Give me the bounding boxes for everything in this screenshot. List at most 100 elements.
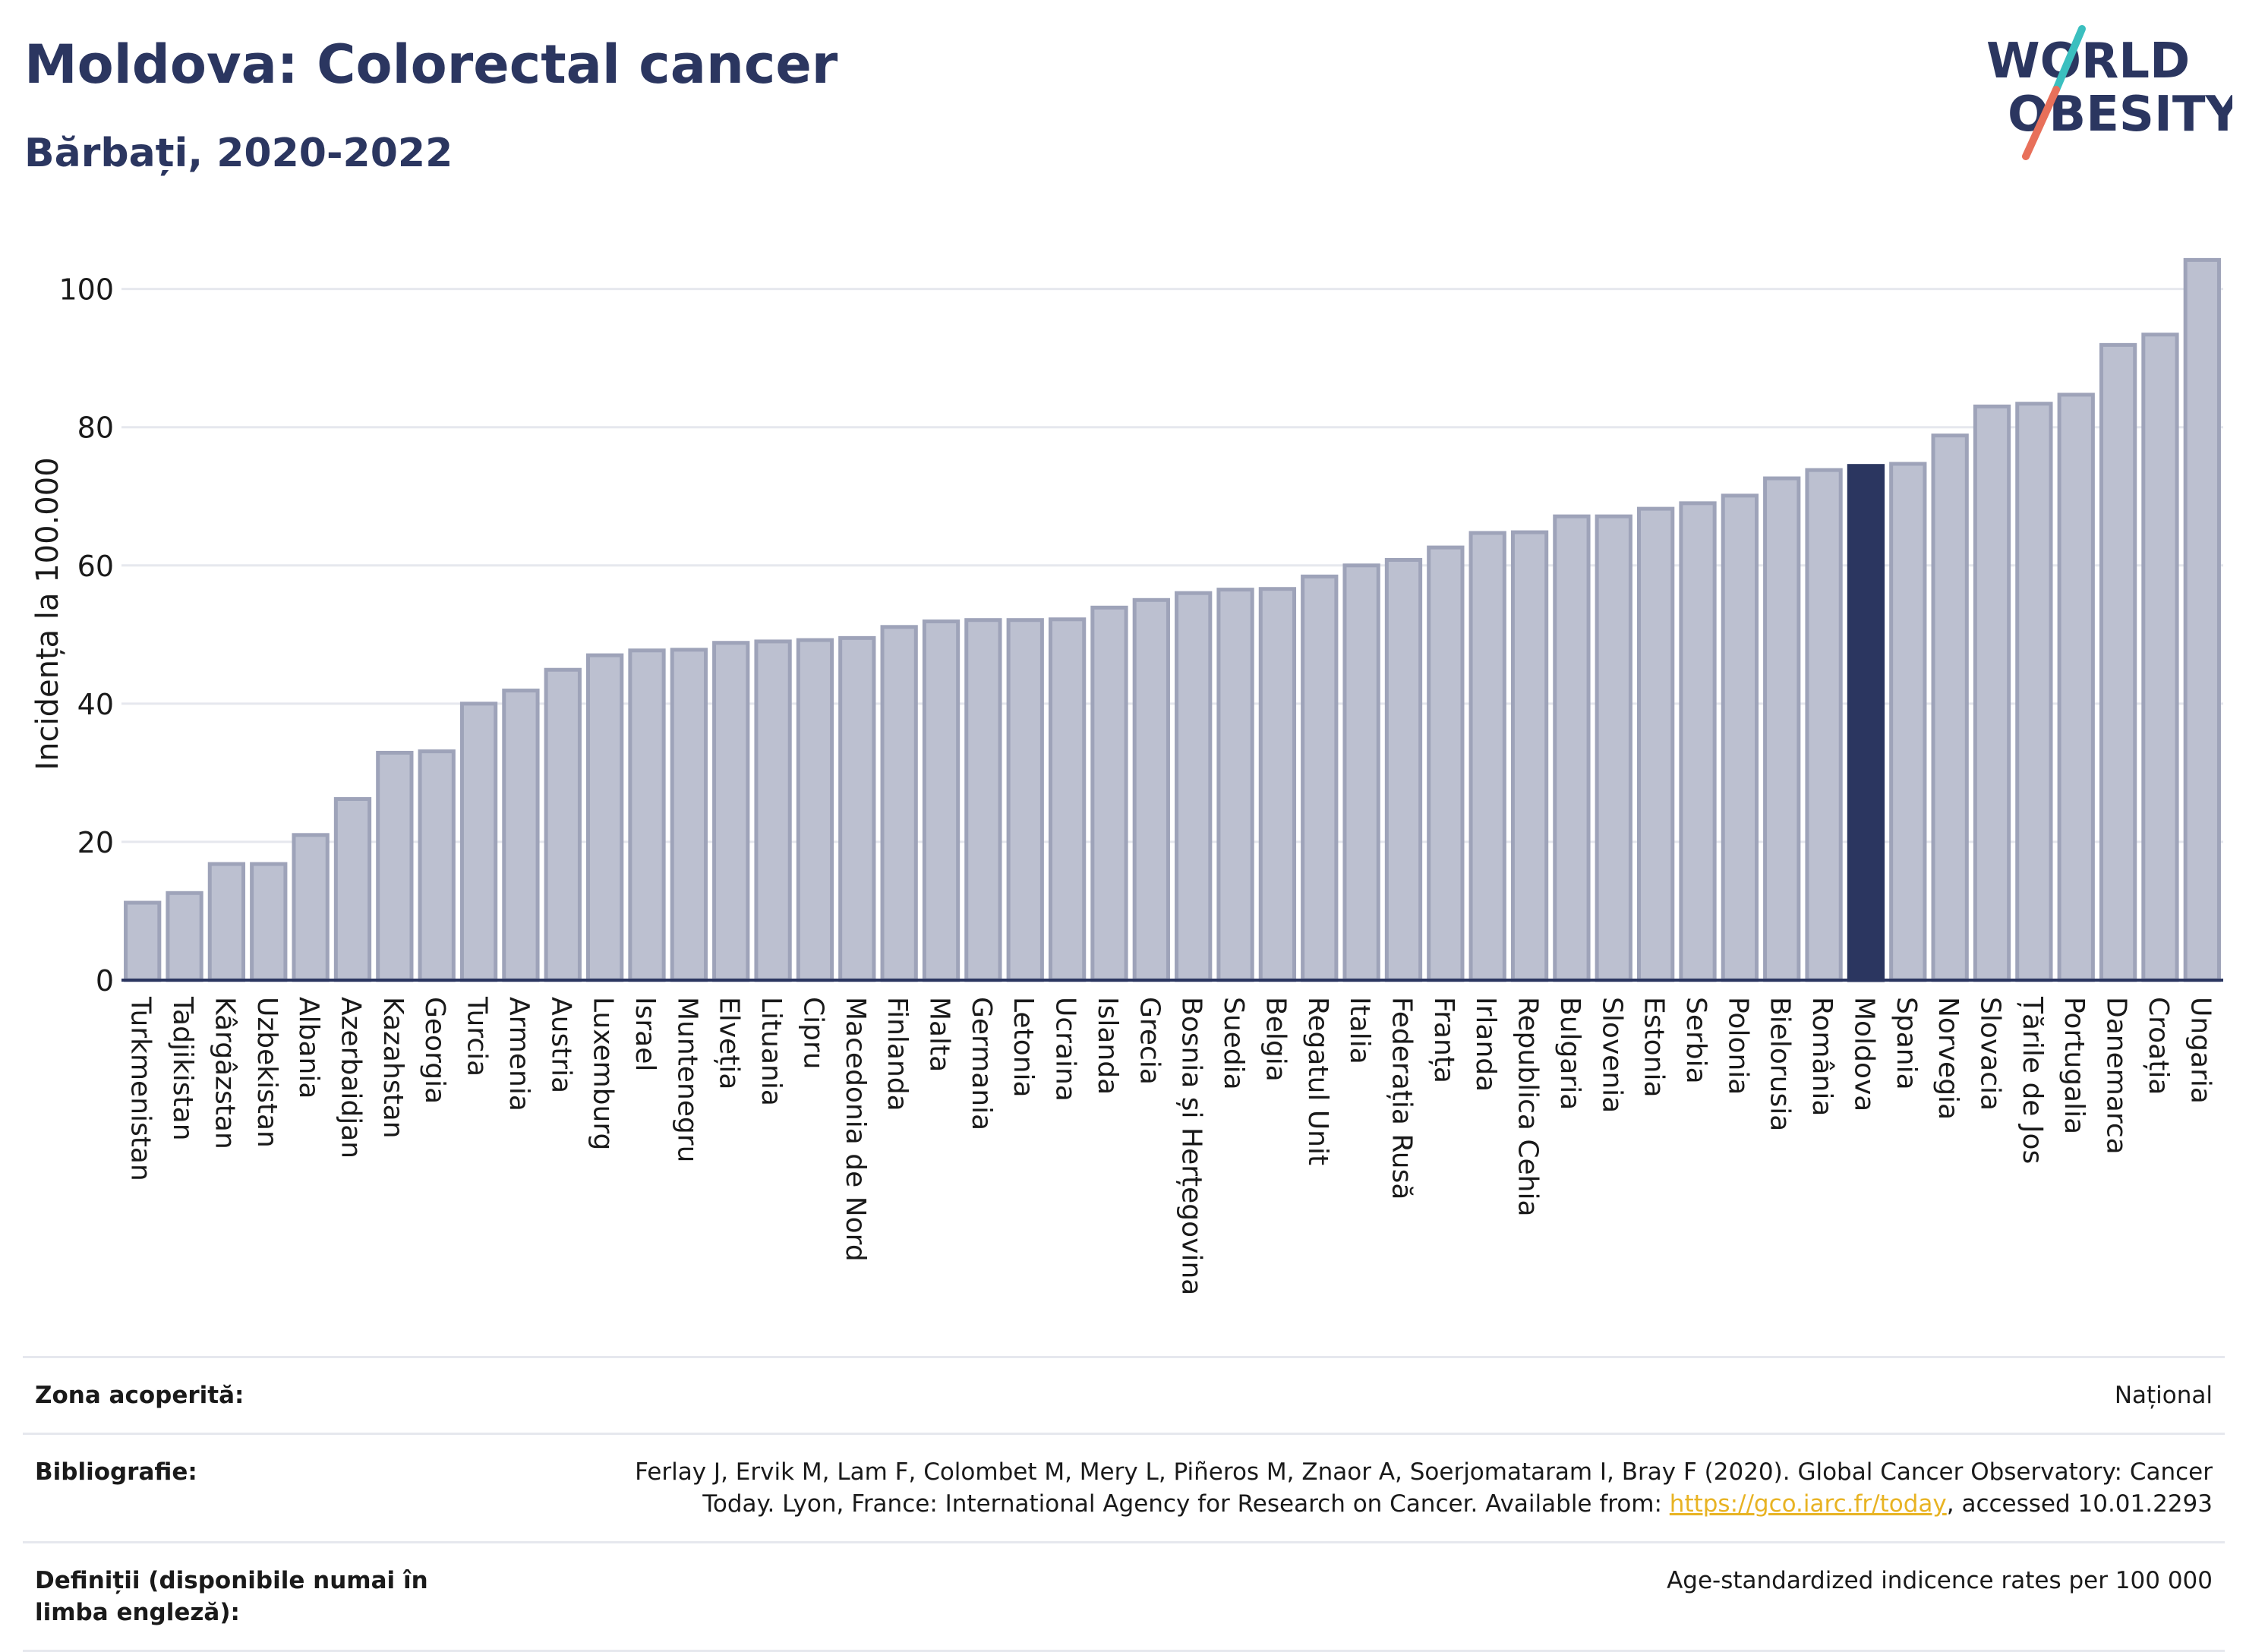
x-tick-label: Regatul Unit — [1302, 997, 1333, 1165]
bar — [628, 648, 666, 982]
meta-value-definitions: Age-standardized indicence rates per 100… — [1667, 1567, 2213, 1594]
bar — [1805, 468, 1843, 982]
logo-slash-coral — [2022, 86, 2060, 160]
bar — [502, 689, 540, 982]
meta-row-definitions: Definiții (disponibile numai în limba en… — [23, 1541, 2225, 1652]
x-tick-label: Malta — [924, 997, 955, 1072]
bar — [544, 667, 582, 982]
bar — [2015, 402, 2053, 982]
x-tick-label: Portugalia — [2058, 997, 2090, 1134]
metadata-table: Zona acoperită: Național Bibliografie: F… — [23, 1356, 2225, 1652]
x-tick-label: Ungaria — [2184, 997, 2216, 1104]
y-tick-label: 80 — [77, 411, 114, 445]
bar — [1175, 591, 1213, 982]
chart-title: Moldova: Colorectal cancer — [24, 33, 838, 96]
bar — [880, 625, 918, 982]
bar — [376, 750, 414, 982]
bar — [207, 862, 246, 982]
x-tick-label: Bulgaria — [1554, 997, 1585, 1110]
meta-row-bibliography: Bibliografie: Ferlay J, Ervik M, Lam F, … — [23, 1433, 2225, 1541]
bar — [1763, 476, 1801, 982]
bar — [1132, 597, 1170, 982]
x-tick-label: Finlanda — [882, 997, 913, 1111]
meta-row-coverage: Zona acoperită: Național — [23, 1356, 2225, 1433]
bibliography-link[interactable]: https://gco.iarc.fr/today — [1669, 1490, 1947, 1518]
x-tick-label: Moldova — [1848, 997, 1879, 1111]
bar — [712, 641, 750, 982]
bar — [1468, 531, 1506, 982]
chart-subtitle: Bărbați, 2020-2022 — [24, 131, 453, 176]
x-tick-label: Germania — [966, 997, 997, 1130]
y-tick-label: 60 — [77, 550, 114, 583]
bar — [1553, 514, 1591, 982]
x-tick-label: Uzbekistan — [251, 997, 282, 1148]
bar — [585, 653, 624, 982]
bar — [1216, 588, 1254, 982]
bar — [250, 862, 288, 982]
bar — [1889, 462, 1927, 982]
logo-text-line1: WORLD — [1986, 33, 2190, 90]
x-tick-label: Macedonia de Nord — [840, 997, 871, 1262]
x-tick-label: Federația Rusă — [1386, 997, 1417, 1200]
x-tick-label: Luxemburg — [588, 997, 619, 1150]
y-tick-label: 0 — [96, 964, 114, 998]
bar — [2141, 333, 2179, 982]
x-tick-label: Republica Cehia — [1513, 997, 1544, 1217]
world-obesity-logo: WORLD OBESITY — [1986, 25, 2232, 160]
bar — [1973, 404, 2011, 982]
x-tick-label: Italia — [1344, 997, 1375, 1064]
bar — [166, 891, 203, 982]
bars — [124, 257, 2221, 982]
bar — [1931, 433, 1969, 982]
bar — [418, 749, 456, 982]
y-tick-label: 100 — [58, 273, 114, 307]
x-tick-label: Georgia — [419, 997, 450, 1104]
meta-label-bibliography: Bibliografie: — [35, 1458, 197, 1486]
bar — [1342, 563, 1380, 982]
bibliography-accessed: , accessed 10.01.2293 — [1946, 1490, 2213, 1518]
bar — [1090, 605, 1128, 982]
x-tick-label: Austria — [545, 997, 576, 1093]
x-tick-label: Azerbaidjan — [335, 997, 366, 1159]
x-tick-label: Norvegia — [1932, 997, 1964, 1120]
x-tick-label: Suedia — [1218, 997, 1249, 1090]
bar — [292, 833, 330, 982]
x-tick-label: Croația — [2143, 997, 2174, 1095]
x-tick-label: Ucraina — [1050, 997, 1081, 1102]
axes: 0 20 40 60 80 100 Incidența la 100.000 Turkmeni… — [30, 273, 2223, 1295]
bar — [1384, 557, 1423, 982]
x-tick-label: Bielorusia — [1765, 997, 1796, 1131]
x-tick-label: Turcia — [462, 996, 493, 1077]
x-tick-label: Elveția — [714, 997, 745, 1089]
bar — [1636, 506, 1675, 982]
x-tick-label: Turkmenistan — [125, 996, 156, 1181]
bar — [1006, 618, 1044, 982]
x-tick-label: Slovacia — [1975, 997, 2006, 1111]
x-tick-label: Belgia — [1260, 997, 1291, 1082]
bar — [1595, 514, 1632, 982]
x-tick-label: Estonia — [1639, 997, 1670, 1098]
bar — [2057, 393, 2095, 982]
bar — [922, 620, 961, 982]
bar — [1721, 493, 1759, 982]
x-tick-label: Serbia — [1680, 997, 1711, 1084]
x-tick-label: Muntenegru — [671, 997, 702, 1162]
x-tick-label: Țările de Jos — [2017, 996, 2048, 1164]
x-tick-label: Tadjikistan — [167, 996, 198, 1141]
x-tick-label: Kârgâzstan — [209, 997, 240, 1149]
bar — [333, 796, 372, 982]
meta-value-coverage: Național — [2114, 1382, 2213, 1409]
bar — [754, 639, 792, 982]
bar — [1427, 545, 1465, 982]
y-tick-label: 40 — [77, 688, 114, 721]
bar — [459, 701, 498, 982]
x-tick-label: Slovenia — [1596, 997, 1627, 1113]
bar — [2099, 342, 2137, 982]
x-tick-label: Albania — [293, 997, 324, 1099]
x-tick-label: Irlanda — [1470, 997, 1501, 1092]
x-tick-label: Bosnia și Herțegovina — [1176, 997, 1207, 1295]
y-axis-label: Incidența la 100.000 — [30, 457, 65, 770]
x-tick-label: Spania — [1891, 997, 1922, 1090]
bar — [838, 635, 876, 982]
meta-label-definitions: Definiții (disponibile numai în limba en… — [35, 1567, 428, 1626]
